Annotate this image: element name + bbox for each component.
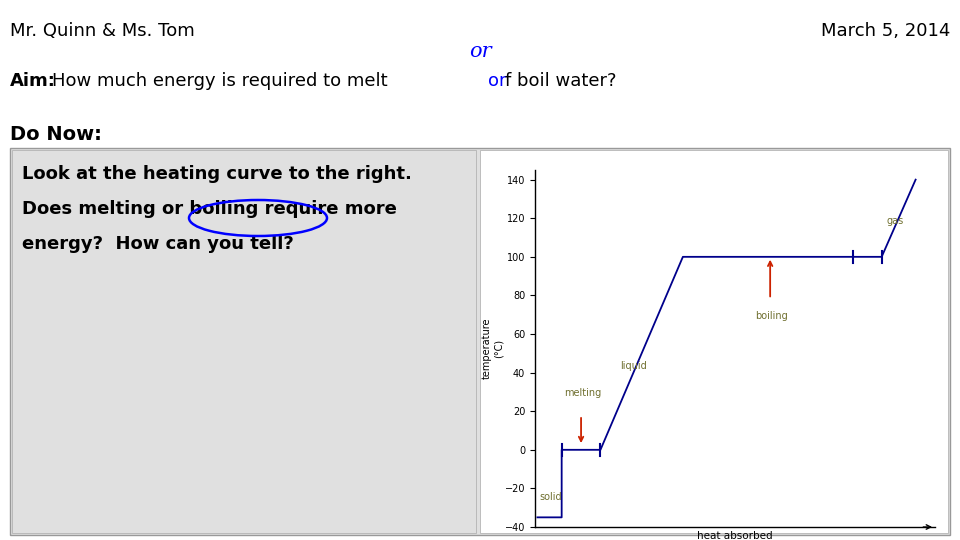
Text: liquid: liquid xyxy=(620,361,647,371)
Text: March 5, 2014: March 5, 2014 xyxy=(821,22,950,40)
Text: melting: melting xyxy=(564,388,601,398)
Text: Mr. Quinn & Ms. Tom: Mr. Quinn & Ms. Tom xyxy=(10,22,195,40)
Text: Aim:: Aim: xyxy=(10,72,56,90)
Text: f boil water?: f boil water? xyxy=(505,72,616,90)
Text: gas: gas xyxy=(886,216,903,226)
Y-axis label: temperature
(°C): temperature (°C) xyxy=(482,318,503,379)
Text: Does melting or boiling require more: Does melting or boiling require more xyxy=(22,200,396,218)
Text: Look at the heating curve to the right.: Look at the heating curve to the right. xyxy=(22,165,412,183)
Text: solid: solid xyxy=(540,492,563,502)
Bar xyxy=(10,148,950,535)
Text: boiling: boiling xyxy=(756,310,788,321)
Bar xyxy=(480,150,948,533)
Text: or: or xyxy=(488,72,507,90)
Text: energy?  How can you tell?: energy? How can you tell? xyxy=(22,235,294,253)
Text: or: or xyxy=(468,42,492,61)
X-axis label: heat absorbed: heat absorbed xyxy=(697,531,773,540)
Text: How much energy is required to melt: How much energy is required to melt xyxy=(52,72,394,90)
Bar xyxy=(12,150,476,533)
Text: Do Now:: Do Now: xyxy=(10,125,102,144)
